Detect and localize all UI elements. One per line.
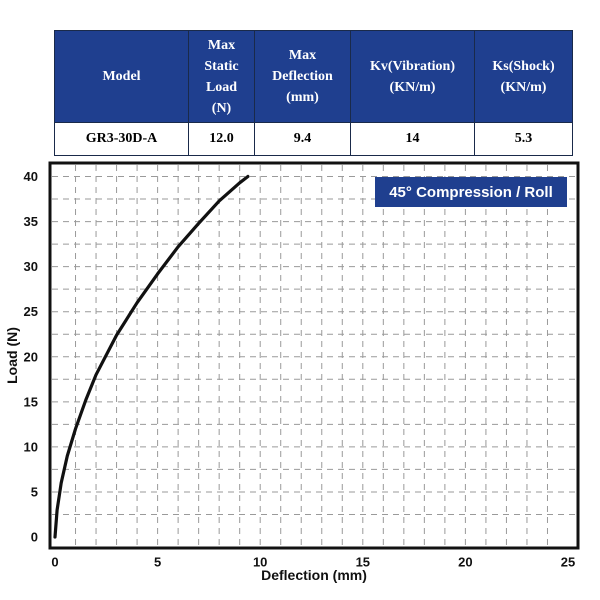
spec-header-row: Model Max Static Load (N) Max Deflection…: [54, 30, 573, 123]
header-max-deflection: Max Deflection (mm): [254, 30, 351, 123]
y-tick-label: 20: [24, 349, 38, 364]
x-tick-label: 20: [458, 555, 472, 570]
header-text: Ks(Shock): [492, 58, 555, 74]
header-model-text: Model: [102, 69, 141, 84]
y-axis-label: Load (N): [4, 327, 20, 384]
x-tick-label: 0: [51, 555, 58, 570]
load-curve: [53, 174, 250, 539]
y-tick-label: 0: [31, 530, 38, 545]
y-tick-label: 30: [24, 259, 38, 274]
y-tick-label: 40: [24, 169, 38, 184]
x-axis-label: Deflection (mm): [261, 567, 367, 583]
header-text: Static: [204, 58, 239, 74]
x-tick-label: 25: [561, 555, 575, 570]
y-tick-label: 35: [24, 214, 38, 229]
y-axis-ticks: 0 5 10 15 20 25 30 35 40: [24, 169, 38, 544]
x-tick-label: 5: [154, 555, 161, 570]
chart-title-badge-bg: [375, 177, 567, 207]
y-tick-label: 5: [31, 484, 38, 499]
spec-table: Model Max Static Load (N) Max Deflection…: [54, 30, 573, 156]
cell-max-deflection: 9.4: [254, 122, 351, 156]
y-tick-label: 15: [24, 394, 38, 409]
header-ks-shock: Ks(Shock) (KN/m): [474, 30, 573, 123]
header-text: (KN/m): [389, 79, 436, 95]
header-model: Model: [54, 30, 189, 123]
header-text: Kv(Vibration): [369, 58, 456, 74]
x-axis-ticks: 0 5 10 15 20 25: [51, 555, 575, 570]
header-text: Max: [207, 37, 236, 53]
grid: [52, 165, 576, 546]
y-tick-label: 10: [24, 439, 38, 454]
cell-max-static-load: 12.0: [188, 122, 255, 156]
spec-data-row: GR3-30D-A 12.0 9.4 14 5.3: [54, 122, 573, 156]
header-text: Deflection: [272, 69, 333, 84]
header-text: (mm): [286, 90, 319, 105]
chart-title-badge: 45° Compression / Roll: [375, 177, 567, 207]
y-tick-label: 25: [24, 304, 38, 319]
header-text: Load: [205, 79, 238, 95]
header-text: Max: [288, 48, 317, 63]
x-tick-label: 15: [356, 555, 370, 570]
x-tick-label: 10: [253, 555, 267, 570]
cell-ks-shock: 5.3: [474, 122, 573, 156]
plot-frame: [48, 161, 580, 550]
header-text: (N): [211, 100, 232, 116]
cell-kv-vibration: 14: [350, 122, 475, 156]
chart-title: 45° Compression / Roll: [389, 184, 553, 201]
header-text: (KN/m): [500, 79, 547, 95]
